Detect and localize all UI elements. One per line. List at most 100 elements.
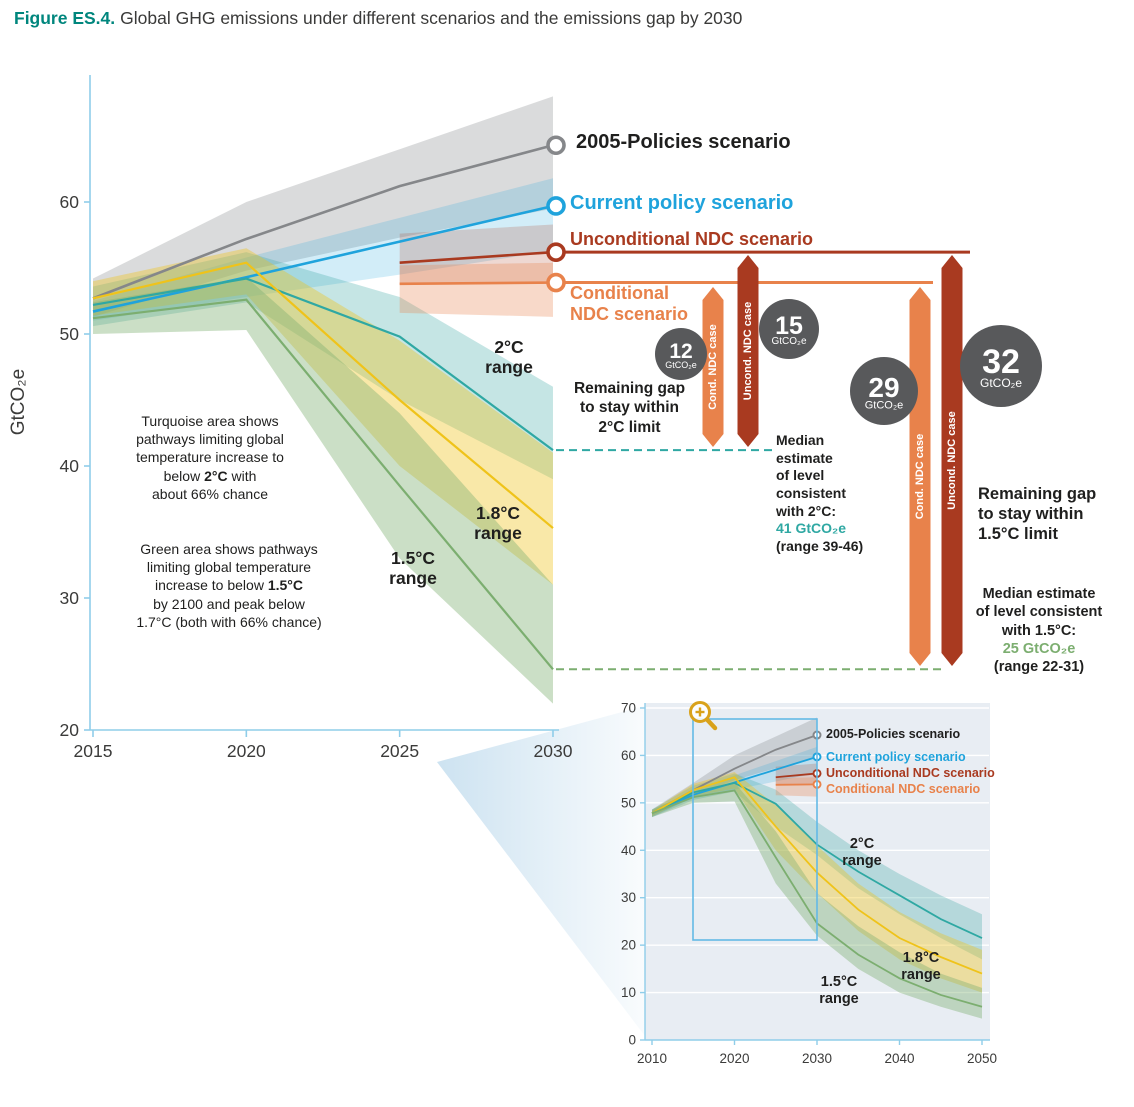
gap-arrow-15c-uncond: Uncond. NDC case <box>941 255 963 666</box>
band-policies2005 <box>93 96 553 317</box>
main-y-tick-label: 40 <box>60 456 80 476</box>
note-green-bold: 1.5°C <box>267 577 303 594</box>
main-x-tick-label: 2015 <box>74 741 113 761</box>
inset-line-uncond_ndc <box>775 772 818 779</box>
inset-label-current-scenario: Current policy scenario <box>826 750 966 764</box>
note-turquoise-text-post: with about 66% chance <box>152 467 268 502</box>
gap-2c-median-value: 41 GtCO₂e <box>776 520 847 537</box>
inset-band-range2c <box>652 773 982 960</box>
gap-circle-2c-cond-value: 12 <box>669 340 692 363</box>
inset-band-cond_ndc <box>775 777 817 797</box>
band-range2c <box>93 252 553 480</box>
gap-15c-median: Median estimate of level consistent with… <box>960 585 1118 676</box>
main-label-2c-range: 2°C range <box>485 337 533 378</box>
inset-x-tick-label: 2050 <box>967 1051 997 1066</box>
line-current_policy <box>92 204 554 313</box>
figure-caption: Figure ES.4. Global GHG emissions under d… <box>14 8 742 29</box>
main-chart: Cond. NDC case Uncond. NDC case Cond. NDC … <box>8 75 1042 761</box>
gap-2c-median-text: Median estimate of level consistent with… <box>776 432 847 519</box>
figure-label: Figure ES.4. <box>14 8 116 28</box>
inset-x-tick-label: 2040 <box>884 1051 914 1066</box>
line-range15c <box>92 298 554 670</box>
inset-y-tick-label: 40 <box>621 843 636 858</box>
inset-y-tick-label: 50 <box>621 795 636 810</box>
main-label-uncond-scenario: Unconditional NDC scenario <box>570 229 814 249</box>
figure-title: Global GHG emissions under different sce… <box>120 8 743 28</box>
inset-band-uncond_ndc <box>775 763 817 785</box>
note-green-text-pre: Green area shows pathways limiting globa… <box>140 541 318 594</box>
note-turquoise-text-pre: Turquoise area shows pathways limiting g… <box>136 413 284 484</box>
note-turquoise-bold: 2°C <box>204 467 228 484</box>
inset-band-current_policy <box>652 746 817 817</box>
gap-circle-2c-uncond-unit: GtCO₂e <box>772 336 807 347</box>
inset-label-2c-range: 2°C range <box>842 836 882 870</box>
gap-2c-heading: Remaining gap to stay within 2°C limit <box>573 380 686 436</box>
gap-arrow-2c-uncond: Uncond. NDC case <box>737 255 759 447</box>
main-y-tick-label: 50 <box>60 324 80 344</box>
band-cond_ndc <box>399 262 553 317</box>
zoom-region-box <box>692 718 818 941</box>
end-marker-uncond_ndc <box>546 242 566 262</box>
main-x-tick-label: 2020 <box>227 741 266 761</box>
inset-label-18c-range: 1.8°C range <box>901 950 941 984</box>
line-policies2005 <box>92 143 554 300</box>
inset-y-tick-label: 20 <box>621 938 636 953</box>
line-range2c <box>92 277 554 452</box>
main-label-current-scenario: Current policy scenario <box>570 192 794 214</box>
main-y-tick-label: 60 <box>60 192 80 212</box>
inset-y-tick-label: 10 <box>621 985 636 1000</box>
main-y-tick-label: 30 <box>60 588 80 608</box>
gap-2c-median: Median estimate of level consistent with… <box>776 432 896 555</box>
main-x-tick-label: 2030 <box>534 741 573 761</box>
note-green-text-post: by 2100 and peak below 1.7°C (both with … <box>136 595 322 630</box>
inset-y-tick-label: 60 <box>621 748 636 763</box>
inset-y-tick-label: 70 <box>621 700 636 715</box>
inset-y-tick-label: 30 <box>621 890 636 905</box>
gap-circle-15c-cond-unit: GtCO₂e <box>865 399 904 411</box>
inset-y-tick-label: 0 <box>628 1033 636 1048</box>
main-label-cond-scenario: Conditional NDC scenario <box>570 283 689 325</box>
main-label-18c-range: 1.8°C range <box>474 503 522 544</box>
end-marker-cond_ndc <box>546 272 566 293</box>
gap-15c-median-range: (range 22-31) <box>993 659 1085 676</box>
line-cond_ndc <box>399 281 554 286</box>
main-y-axis-title: GtCO₂e <box>8 369 29 436</box>
inset-label-2005-scenario: 2005-Policies scenario <box>826 727 961 741</box>
end-marker-current_policy <box>546 196 566 216</box>
main-y-tick-label: 20 <box>60 720 80 740</box>
main-x-tick-label: 2025 <box>380 741 419 761</box>
note-turquoise: Turquoise area shows pathways limiting g… <box>106 412 314 503</box>
gap-15c-median-value: 25 GtCO₂e <box>1002 640 1076 657</box>
inset-label-15c-range: 1.5°C range <box>819 974 859 1008</box>
gap-arrow-15c-cond-label: Cond. NDC case <box>914 434 926 520</box>
main-label-2005-scenario: 2005-Policies scenario <box>576 131 791 153</box>
gap-circle-15c-uncond-unit: GtCO₂e <box>980 376 1022 390</box>
gap-circle-15c-uncond-value: 32 <box>982 343 1020 381</box>
gap-circle-15c-cond-value: 29 <box>868 372 899 403</box>
gap-2c-median-range: (range 39-46) <box>776 537 864 554</box>
line-range18c <box>92 261 554 529</box>
inset-label-uncond-scenario: Unconditional NDC scenario <box>826 766 995 780</box>
end-marker-policies2005 <box>546 135 566 156</box>
gap-15c-heading: Remaining gap to stay within 1.5°C limit <box>978 485 1097 544</box>
gap-arrow-15c-cond: Cond. NDC case <box>909 287 931 666</box>
gap-15c-median-text: Median estimate of level consistent with… <box>975 586 1103 639</box>
gap-circle-2c-uncond-value: 15 <box>775 312 803 340</box>
note-green: Green area shows pathways limiting globa… <box>98 540 360 631</box>
zoom-beam <box>437 705 648 1040</box>
gap-circle-2c-cond-unit: GtCO₂e <box>665 360 697 370</box>
gap-arrow-2c-cond: Cond. NDC case <box>702 287 724 447</box>
inset-x-tick-label: 2030 <box>802 1051 832 1066</box>
magnifier-icon <box>689 701 718 731</box>
gap-arrow-2c-uncond-label: Uncond. NDC case <box>742 302 754 400</box>
gap-arrow-15c-uncond-label: Uncond. NDC case <box>946 411 958 509</box>
line-uncond_ndc <box>399 250 554 265</box>
inset-x-tick-label: 2010 <box>637 1051 667 1066</box>
